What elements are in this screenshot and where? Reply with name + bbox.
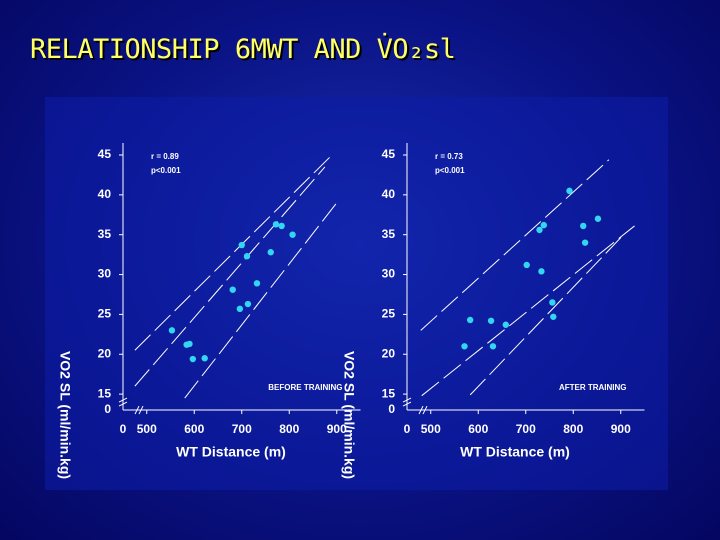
y-tick-label: 40 xyxy=(98,187,112,201)
data-point xyxy=(566,187,573,195)
confidence-band xyxy=(420,159,610,331)
y-tick-label: 25 xyxy=(98,307,112,321)
data-point xyxy=(236,305,244,313)
data-point xyxy=(550,313,557,320)
x-tick-label: 900 xyxy=(611,422,631,436)
stat-p: p<0.001 xyxy=(151,166,181,175)
y-tick-label: 15 xyxy=(98,386,112,400)
data-point xyxy=(253,280,261,287)
axis-break xyxy=(402,397,428,415)
y-axis-label: VO2 SL (ml/min.kg) xyxy=(57,351,73,479)
data-point xyxy=(487,317,495,324)
data-point xyxy=(540,221,547,229)
y-tick-label: 45 xyxy=(98,147,112,161)
regression-line xyxy=(421,225,635,397)
data-point xyxy=(594,215,602,222)
data-point xyxy=(267,249,274,256)
data-point xyxy=(243,253,251,260)
data-point xyxy=(461,343,468,350)
axis-break xyxy=(118,397,144,415)
x-tick-label: 800 xyxy=(279,422,299,436)
data-point xyxy=(201,355,208,362)
panel-background xyxy=(45,97,668,490)
data-point xyxy=(278,222,285,230)
x-tick-label: 900 xyxy=(327,422,347,436)
data-point xyxy=(549,299,556,306)
x-tick-label: 600 xyxy=(184,422,204,436)
x-axis-label: WT Distance (m) xyxy=(176,444,286,460)
y-tick-label: 35 xyxy=(98,227,112,241)
stat-r: r = 0.73 xyxy=(435,152,463,161)
stat-r: r = 0.89 xyxy=(151,152,179,161)
x-tick-label: 800 xyxy=(563,422,583,436)
data-point xyxy=(189,355,197,363)
y-origin-label: 0 xyxy=(388,402,395,416)
y-tick-label: 20 xyxy=(98,346,112,360)
x-tick-label: 500 xyxy=(137,422,157,436)
x-tick-label: 700 xyxy=(516,422,536,436)
y-tick-label: 45 xyxy=(382,147,396,161)
y-tick-label: 40 xyxy=(382,187,396,201)
y-tick-label: 20 xyxy=(382,346,396,360)
confidence-band xyxy=(469,234,624,396)
slide-title: RELATIONSHIP 6MWT AND V̇O₂sl xyxy=(30,34,456,65)
data-point xyxy=(238,241,245,249)
y-tick-label: 30 xyxy=(382,267,396,281)
y-tick-label: 25 xyxy=(382,307,396,321)
x-tick-label: 700 xyxy=(232,422,252,436)
x-tick-label: 500 xyxy=(421,422,441,436)
data-point xyxy=(466,316,474,324)
data-point xyxy=(272,221,280,228)
x-origin-label: 0 xyxy=(120,422,127,436)
data-point xyxy=(244,300,252,308)
condition-label: BEFORE TRAINING xyxy=(268,383,342,392)
data-point xyxy=(289,231,296,238)
data-point xyxy=(489,343,497,350)
data-point xyxy=(538,268,545,275)
stat-p: p<0.001 xyxy=(435,166,465,175)
regression-line xyxy=(134,166,326,387)
confidence-band xyxy=(184,202,338,399)
y-tick-label: 35 xyxy=(382,227,396,241)
data-point xyxy=(502,321,509,328)
x-origin-label: 0 xyxy=(404,422,411,436)
y-origin-label: 0 xyxy=(104,402,111,416)
y-tick-label: 15 xyxy=(382,386,396,400)
data-point xyxy=(580,222,587,230)
x-axis-label: WT Distance (m) xyxy=(460,444,570,460)
y-tick-label: 30 xyxy=(98,267,112,281)
x-tick-label: 600 xyxy=(468,422,488,436)
data-point xyxy=(536,226,543,234)
data-point xyxy=(523,261,530,269)
condition-label: AFTER TRAINING xyxy=(559,383,627,392)
y-axis-label: VO2 SL (ml/min.kg) xyxy=(341,351,357,479)
data-point xyxy=(229,286,236,293)
confidence-band xyxy=(134,154,333,351)
data-point xyxy=(168,327,176,334)
data-point xyxy=(581,239,589,246)
data-point xyxy=(186,340,193,348)
